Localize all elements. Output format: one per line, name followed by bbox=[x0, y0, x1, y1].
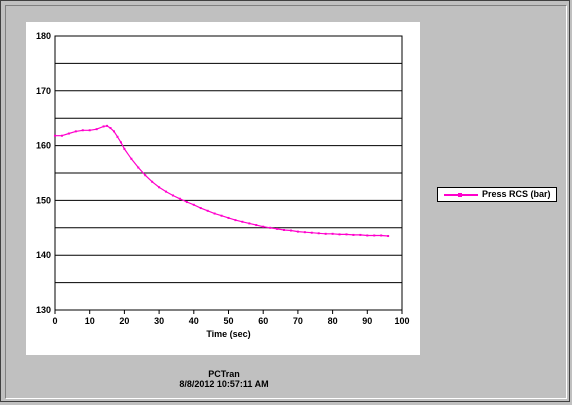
data-point bbox=[81, 129, 84, 132]
y-tick-label: 180 bbox=[36, 31, 51, 41]
x-tick-label: 20 bbox=[119, 316, 129, 326]
data-point bbox=[387, 235, 390, 238]
data-point bbox=[269, 226, 272, 229]
data-point bbox=[366, 234, 369, 237]
footer: PCTran 8/8/2012 10:57:11 AM bbox=[1, 369, 447, 389]
data-point bbox=[352, 233, 355, 236]
data-point bbox=[255, 224, 258, 227]
data-point bbox=[88, 129, 91, 132]
series-layer bbox=[54, 124, 390, 238]
data-point bbox=[359, 233, 362, 236]
data-point bbox=[119, 141, 122, 144]
axis-ticks: 130 140 150 160 170 180 0 10 20 30 40 50 60 70 80 90 100 bbox=[36, 31, 410, 326]
y-tick-label: 140 bbox=[36, 250, 51, 260]
y-tick-label: 150 bbox=[36, 195, 51, 205]
data-point bbox=[106, 124, 109, 127]
legend-marker bbox=[458, 193, 462, 197]
data-point bbox=[192, 203, 195, 206]
data-point bbox=[324, 232, 327, 235]
data-point bbox=[303, 231, 306, 234]
timestamp: 8/8/2012 10:57:11 AM bbox=[179, 379, 269, 389]
app-name: PCTran bbox=[208, 369, 240, 379]
data-point bbox=[165, 190, 168, 193]
data-point bbox=[102, 125, 105, 128]
data-point bbox=[116, 135, 119, 138]
data-point bbox=[95, 128, 98, 131]
series-line bbox=[55, 125, 389, 237]
data-point bbox=[130, 157, 133, 160]
x-tick-label: 50 bbox=[223, 316, 233, 326]
data-point bbox=[123, 147, 126, 150]
data-point bbox=[144, 174, 147, 177]
data-point bbox=[178, 197, 181, 200]
y-tick-label: 170 bbox=[36, 86, 51, 96]
data-point bbox=[220, 214, 223, 217]
data-point bbox=[248, 222, 251, 225]
x-tick-label: 80 bbox=[328, 316, 338, 326]
data-point bbox=[67, 132, 70, 135]
data-point bbox=[234, 219, 237, 222]
x-axis-title: Time (sec) bbox=[206, 329, 250, 339]
data-point bbox=[380, 234, 383, 237]
data-point bbox=[317, 232, 320, 235]
data-point bbox=[241, 220, 244, 223]
grid-lines bbox=[55, 62, 402, 284]
data-point bbox=[276, 227, 279, 230]
x-tick-label: 10 bbox=[85, 316, 95, 326]
data-point bbox=[213, 212, 216, 215]
data-point bbox=[199, 207, 202, 210]
plot-area bbox=[26, 22, 420, 355]
data-point bbox=[206, 209, 209, 212]
data-point bbox=[137, 166, 140, 169]
data-point bbox=[338, 233, 341, 236]
data-point bbox=[331, 232, 334, 235]
data-point bbox=[54, 134, 56, 137]
data-point bbox=[283, 228, 286, 231]
x-tick-label: 70 bbox=[293, 316, 303, 326]
legend-label: Press RCS (bar) bbox=[482, 189, 551, 199]
data-point bbox=[158, 186, 161, 189]
x-tick-label: 100 bbox=[394, 316, 409, 326]
data-point bbox=[262, 225, 265, 228]
y-tick-label: 160 bbox=[36, 141, 51, 151]
x-tick-label: 30 bbox=[154, 316, 164, 326]
x-tick-label: 90 bbox=[362, 316, 372, 326]
data-point bbox=[310, 231, 313, 234]
data-point bbox=[185, 201, 188, 204]
data-point bbox=[373, 234, 376, 237]
data-point bbox=[112, 130, 115, 133]
y-tick-label: 130 bbox=[36, 305, 51, 315]
data-point bbox=[60, 134, 63, 137]
data-point bbox=[109, 127, 112, 130]
data-point bbox=[74, 130, 77, 133]
x-tick-label: 60 bbox=[258, 316, 268, 326]
x-tick-label: 40 bbox=[189, 316, 199, 326]
data-point bbox=[289, 229, 292, 232]
data-point bbox=[296, 230, 299, 233]
data-point bbox=[151, 180, 154, 183]
x-tick-label: 0 bbox=[52, 316, 57, 326]
data-point bbox=[171, 194, 174, 197]
data-point bbox=[345, 233, 348, 236]
data-point bbox=[227, 216, 230, 219]
legend: Press RCS (bar) bbox=[437, 187, 557, 202]
